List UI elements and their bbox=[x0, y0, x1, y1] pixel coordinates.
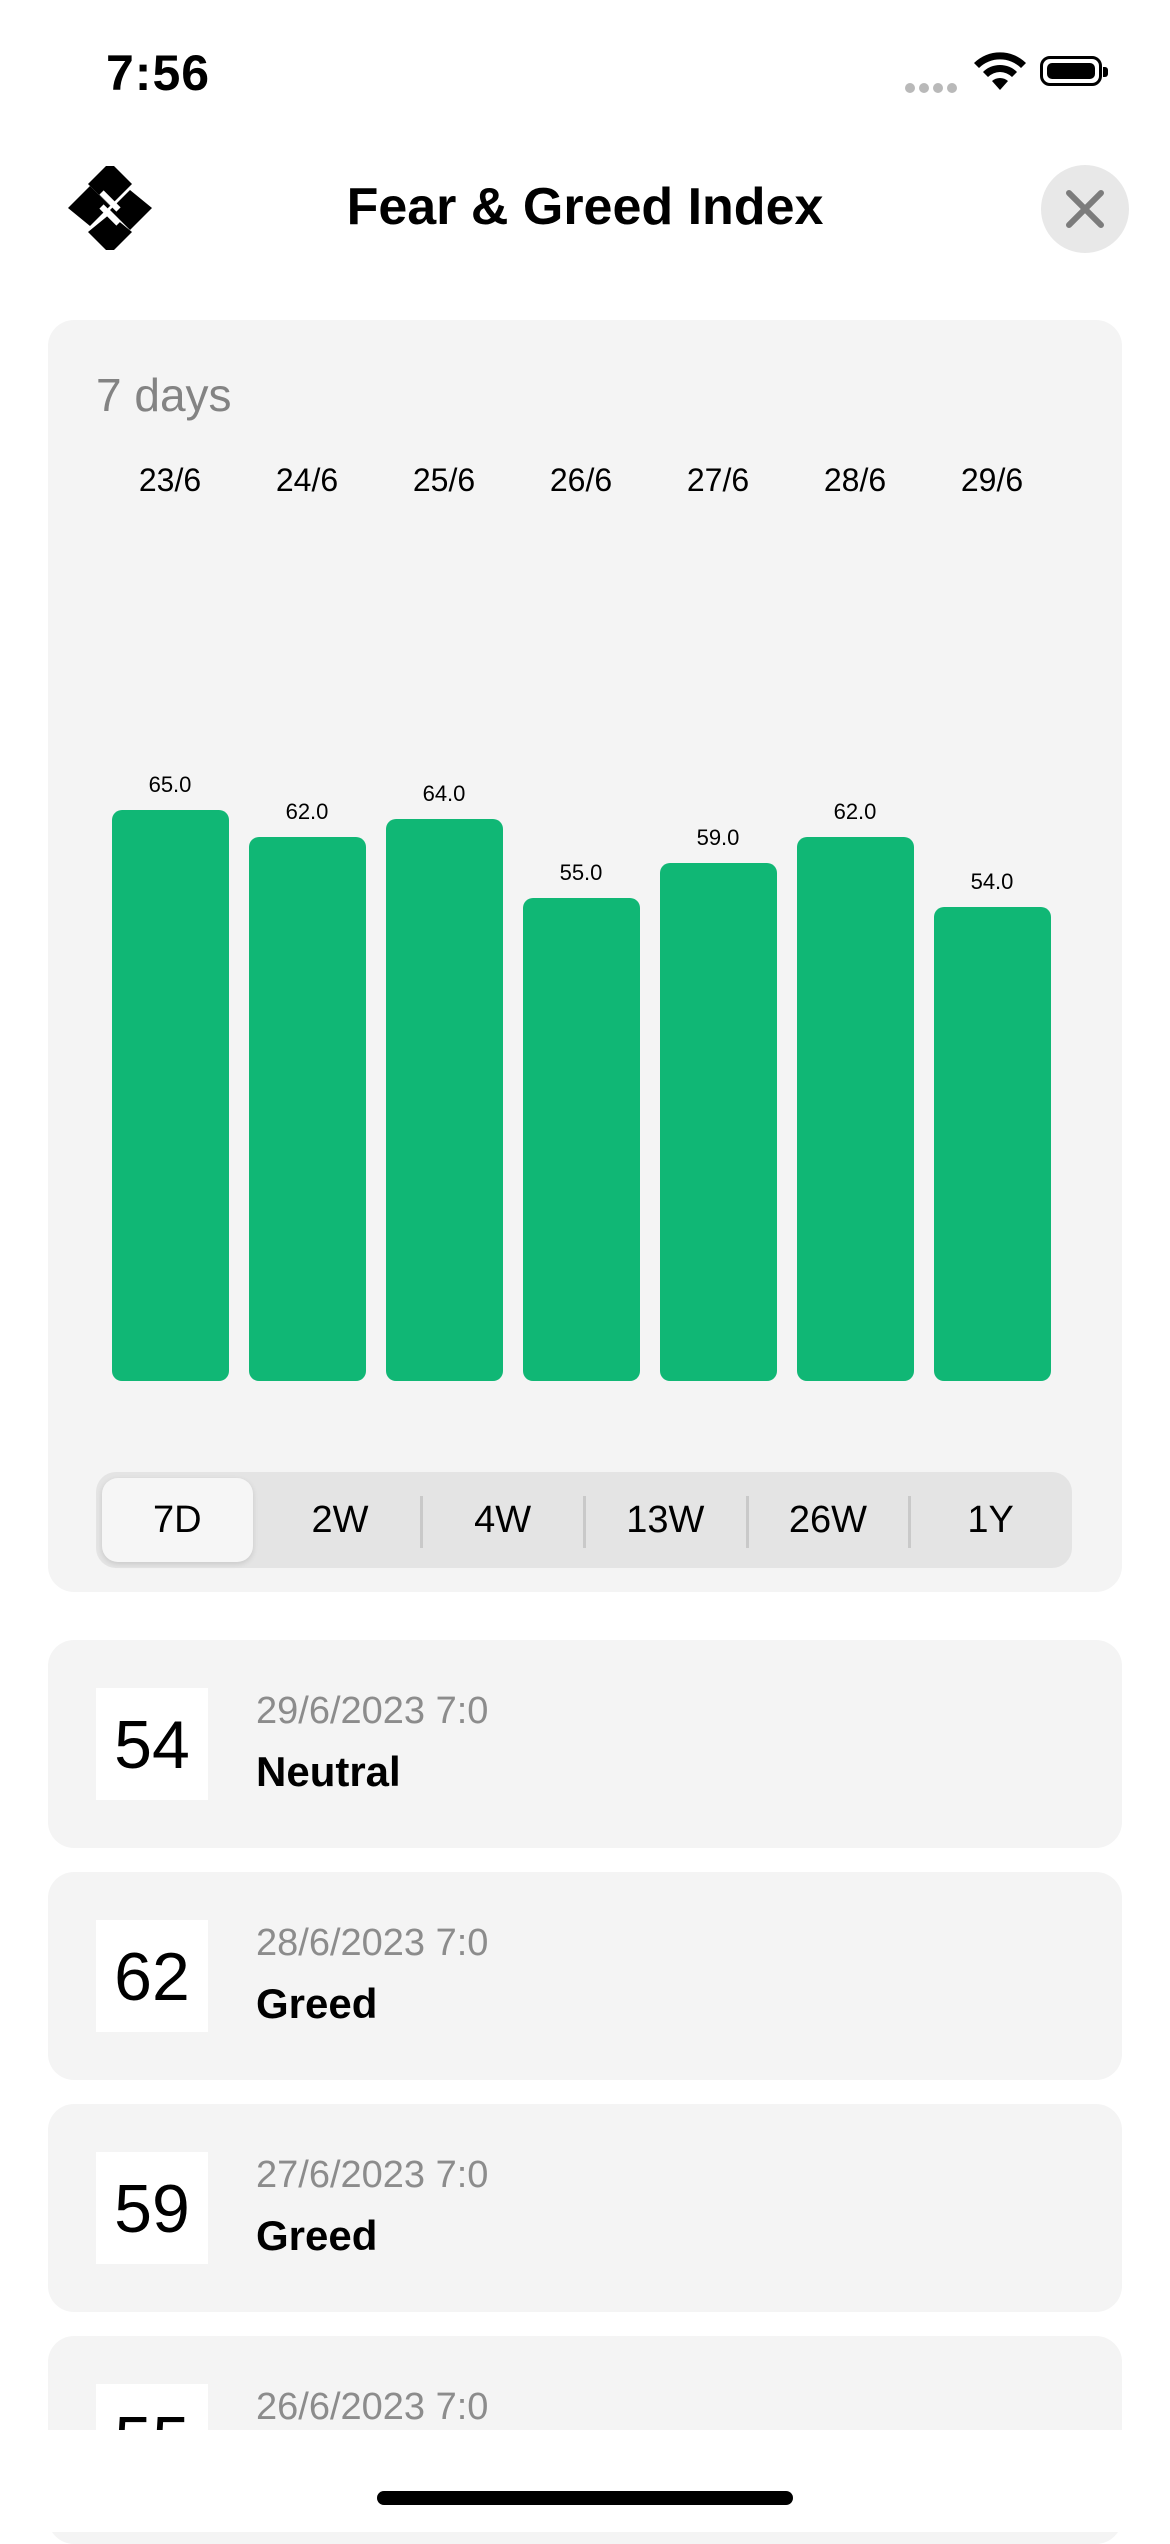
bottom-safe-area bbox=[0, 2430, 1170, 2532]
segment-divider bbox=[583, 1496, 586, 1548]
status-bar: 7:56 bbox=[0, 0, 1170, 140]
x-tick-label: 23/6 bbox=[138, 462, 202, 498]
sentiment-label: Greed bbox=[256, 2212, 378, 2259]
index-score: 59 bbox=[114, 2171, 190, 2247]
bar-value-label: 59.0 bbox=[696, 824, 740, 850]
history-list-item[interactable]: 59 27/6/2023 7:0 Greed bbox=[48, 2104, 1122, 2312]
sentiment-label: Neutral bbox=[256, 1748, 401, 1795]
segment-7d[interactable]: 7D bbox=[102, 1478, 253, 1562]
bar-value-label: 62.0 bbox=[285, 798, 329, 824]
segment-divider bbox=[420, 1496, 424, 1548]
index-score: 54 bbox=[114, 1707, 190, 1783]
close-icon bbox=[1066, 190, 1104, 228]
segment-26w[interactable]: 26W bbox=[788, 1499, 868, 1541]
period-segmented-control[interactable]: 7D 2W 4W 13W 26W 1Y bbox=[96, 1472, 1072, 1568]
chart-card: 7 days 23/6 65.0 24/6 62.0 25/6 64.0 26/6 55.0 2… bbox=[48, 320, 1122, 1592]
battery-icon bbox=[1040, 56, 1108, 86]
segment-13w[interactable]: 13W bbox=[626, 1499, 705, 1541]
bar-value-label: 65.0 bbox=[148, 772, 192, 798]
history-list-item[interactable]: 54 29/6/2023 7:0 Neutral bbox=[48, 1640, 1122, 1848]
bar-chart: 23/6 65.0 24/6 62.0 25/6 64.0 26/6 55.0 27/6 59.0… bbox=[48, 320, 1122, 1592]
bar-value-label: 54.0 bbox=[970, 868, 1014, 894]
entry-date: 29/6/2023 7:0 bbox=[256, 1690, 489, 1732]
page-title: Fear & Greed Index bbox=[346, 178, 824, 236]
chart-bar[interactable] bbox=[385, 819, 503, 1381]
chart-bar[interactable] bbox=[796, 836, 914, 1381]
index-score: 62 bbox=[114, 1939, 190, 2015]
chart-bar[interactable] bbox=[522, 898, 640, 1381]
segment-divider bbox=[745, 1496, 749, 1548]
segment-divider bbox=[908, 1496, 912, 1548]
bar-value-label: 55.0 bbox=[559, 860, 603, 886]
score-box: 54 bbox=[96, 1688, 208, 1800]
sentiment-label: Greed bbox=[256, 1980, 378, 2027]
x-tick-label: 26/6 bbox=[549, 462, 613, 498]
bar-value-label: 64.0 bbox=[422, 781, 466, 807]
score-box: 59 bbox=[96, 2152, 208, 2264]
cellular-signal-icon bbox=[905, 80, 961, 98]
x-tick-label: 25/6 bbox=[412, 462, 476, 498]
score-box: 62 bbox=[96, 1920, 208, 2032]
period-title: 7 days bbox=[96, 369, 232, 421]
x-tick-label: 24/6 bbox=[275, 462, 339, 498]
chart-bar[interactable] bbox=[933, 906, 1051, 1381]
app-logo-icon bbox=[68, 166, 152, 250]
segment-2w[interactable]: 2W bbox=[311, 1499, 369, 1541]
entry-date: 28/6/2023 7:0 bbox=[256, 1922, 489, 1964]
entry-date: 27/6/2023 7:0 bbox=[256, 2154, 489, 2196]
status-time: 7:56 bbox=[106, 45, 211, 101]
chart-bar[interactable] bbox=[659, 862, 777, 1381]
wifi-icon bbox=[974, 52, 1026, 90]
x-tick-label: 27/6 bbox=[686, 462, 750, 498]
chart-bar[interactable] bbox=[248, 836, 366, 1381]
bar-value-label: 62.0 bbox=[833, 798, 877, 824]
x-tick-label: 29/6 bbox=[960, 462, 1024, 498]
entry-date: 26/6/2023 7:0 bbox=[256, 2386, 489, 2428]
history-list-item[interactable]: 62 28/6/2023 7:0 Greed bbox=[48, 1872, 1122, 2080]
x-tick-label: 28/6 bbox=[823, 462, 887, 498]
home-indicator[interactable] bbox=[377, 2491, 793, 2505]
segment-1y[interactable]: 1Y bbox=[967, 1499, 1014, 1541]
segment-4w[interactable]: 4W bbox=[474, 1499, 532, 1541]
chart-bar[interactable] bbox=[111, 810, 229, 1381]
close-button[interactable] bbox=[1041, 165, 1129, 253]
